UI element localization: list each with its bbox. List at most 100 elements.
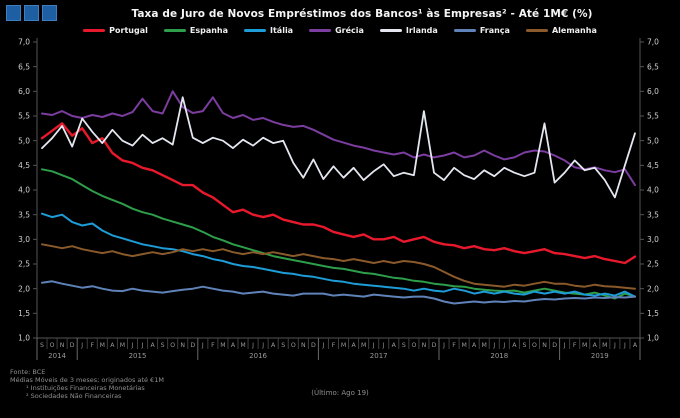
legend-item-italia: Itália xyxy=(244,26,293,35)
month-label: A xyxy=(150,342,155,349)
series-line-italia xyxy=(41,212,636,298)
y-tick-label-left: 7,0 xyxy=(18,38,30,47)
month-label: S xyxy=(402,342,406,349)
month-label: M xyxy=(602,342,607,349)
y-tick-label-left: 1,5 xyxy=(18,309,30,318)
chart-footnotes: Fonte: BCE Médias Móveis de 3 meses; ori… xyxy=(10,368,164,400)
month-label: J xyxy=(382,342,385,349)
month-label: D xyxy=(70,342,75,349)
legend-label: França xyxy=(479,26,510,35)
y-tick-label-right: 6,5 xyxy=(647,62,659,71)
legend-swatch-irlanda xyxy=(379,28,402,33)
series-line-portugal xyxy=(40,122,637,265)
month-label: J xyxy=(251,342,254,349)
month-label: N xyxy=(542,342,547,349)
methodology-note: Médias Móveis de 3 meses; originados até… xyxy=(10,376,164,384)
month-label: A xyxy=(110,342,115,349)
y-tick-label-right: 6,0 xyxy=(647,87,659,96)
logo-square-icon xyxy=(6,5,21,21)
month-label: J xyxy=(613,342,616,349)
source-note: Fonte: BCE xyxy=(10,368,46,376)
month-label: N xyxy=(180,342,185,349)
month-label: J xyxy=(80,342,83,349)
month-label: F xyxy=(573,342,577,349)
year-label: 2016 xyxy=(249,352,267,360)
y-tick-label-left: 3,5 xyxy=(18,210,30,219)
chart-title: Taxa de Juro de Novos Empréstimos dos Ba… xyxy=(131,8,593,20)
legend-item-espanha: Espanha xyxy=(163,26,228,35)
legend-swatch-alemanha xyxy=(525,28,548,33)
y-tick-label-right: 3,0 xyxy=(647,235,659,244)
y-tick-label-right: 2,5 xyxy=(647,260,659,269)
month-label: N xyxy=(301,342,306,349)
month-label: O xyxy=(532,342,537,349)
month-label: S xyxy=(161,342,165,349)
legend-swatch-italia xyxy=(244,28,266,33)
month-label: J xyxy=(442,342,445,349)
series-line-grecia xyxy=(41,90,636,187)
month-label: N xyxy=(422,342,427,349)
year-label: 2018 xyxy=(490,352,508,360)
month-label: A xyxy=(231,342,236,349)
legend-label: Alemanha xyxy=(551,26,597,35)
year-label: 2019 xyxy=(591,352,609,360)
series-line-espanha xyxy=(41,168,636,300)
y-tick-label-right: 5,0 xyxy=(647,136,659,145)
legend-swatch-portugal xyxy=(83,28,106,33)
legend-swatch-espanha xyxy=(163,28,186,33)
legend-item-irlanda: Irlanda xyxy=(379,26,438,35)
month-label: F xyxy=(452,342,456,349)
y-tick-label-left: 5,5 xyxy=(18,112,30,121)
month-label: M xyxy=(220,342,225,349)
year-label: 2017 xyxy=(370,352,388,360)
y-tick-label-left: 1,0 xyxy=(18,334,30,343)
company-logo xyxy=(6,5,57,21)
footnote-banks: ¹ Instituições Financeiras Monetárias xyxy=(26,384,145,392)
logo-square-icon xyxy=(42,5,57,21)
month-label: A xyxy=(392,342,397,349)
rate-line-chart: 7,0 7,0 6,5 6,5 6,0 6,0 5,5 5,5 5,0 5,0 4,5 4,5 4,0 4… xyxy=(18,38,659,360)
y-tick-label-right: 7,0 xyxy=(647,38,659,47)
y-tick-label-right: 2,0 xyxy=(647,284,659,293)
legend-item-portugal: Portugal xyxy=(83,26,148,35)
month-label: M xyxy=(582,342,587,349)
y-tick-label-right: 4,0 xyxy=(647,186,659,195)
month-label: M xyxy=(361,342,366,349)
y-tick-label-right: 4,5 xyxy=(647,161,659,170)
month-label: A xyxy=(351,342,356,349)
month-label: A xyxy=(472,342,477,349)
month-label: A xyxy=(512,342,517,349)
month-label: J xyxy=(131,342,134,349)
month-label: J xyxy=(141,342,144,349)
month-label: D xyxy=(432,342,437,349)
month-label: J xyxy=(492,342,495,349)
y-tick-label-left: 2,0 xyxy=(18,284,30,293)
month-label: S xyxy=(281,342,285,349)
month-label: M xyxy=(461,342,466,349)
legend-label: Espanha xyxy=(189,26,228,35)
month-label: A xyxy=(593,342,598,349)
legend-label: Grécia xyxy=(335,26,364,35)
y-tick-label-right: 3,5 xyxy=(647,210,659,219)
month-label: N xyxy=(60,342,65,349)
year-label: 2015 xyxy=(129,352,147,360)
footnote-firms: ² Sociedades Não Financeiras xyxy=(26,392,122,400)
y-tick-label-left: 4,0 xyxy=(18,186,30,195)
month-label: M xyxy=(240,342,245,349)
month-label: O xyxy=(170,342,175,349)
y-tick-label-left: 2,5 xyxy=(18,260,30,269)
month-label: S xyxy=(522,342,526,349)
month-label: J xyxy=(502,342,505,349)
last-observation-label: (Último: Ago 19) xyxy=(311,389,369,397)
month-label: F xyxy=(211,342,215,349)
y-tick-label-left: 3,0 xyxy=(18,235,30,244)
month-label: J xyxy=(201,342,204,349)
month-label: J xyxy=(322,342,325,349)
month-label: M xyxy=(482,342,487,349)
month-label: M xyxy=(341,342,346,349)
legend-label: Portugal xyxy=(109,26,148,35)
y-axes: 7,0 7,0 6,5 6,5 6,0 6,0 5,5 5,5 5,0 5,0 4,5 4,5 4,0 4… xyxy=(18,38,659,343)
month-label: D xyxy=(190,342,195,349)
